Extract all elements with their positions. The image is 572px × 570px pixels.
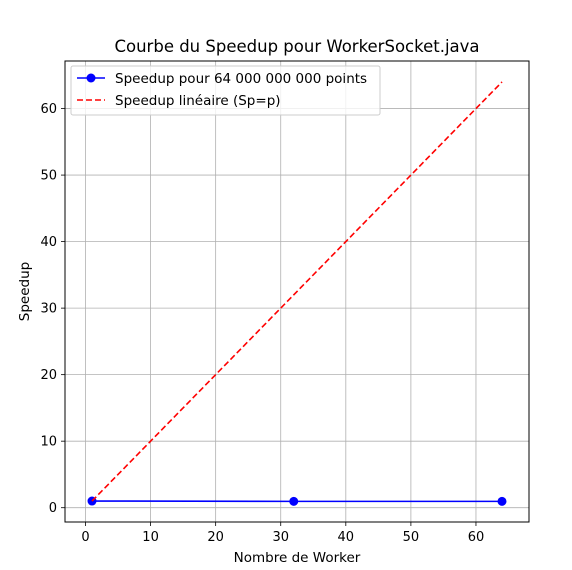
y-tick-label-30: 30 bbox=[40, 302, 57, 317]
ticks: 0 10 20 30 40 50 60 0 10 20 30 40 50 60 bbox=[40, 102, 484, 545]
legend: Speedup pour 64 000 000 000 points Speed… bbox=[70, 65, 381, 116]
x-tick-label-30: 30 bbox=[272, 530, 289, 545]
chart-title: Courbe du Speedup pour WorkerSocket.java bbox=[114, 37, 479, 56]
series-0-point-2 bbox=[497, 496, 507, 506]
y-tick-label-10: 10 bbox=[40, 435, 57, 450]
series-layer bbox=[87, 81, 507, 506]
series-line-1 bbox=[91, 81, 503, 502]
x-tick-label-60: 60 bbox=[468, 530, 485, 545]
legend-entry-linear: Speedup linéaire (Sp=p) bbox=[115, 93, 281, 109]
y-axis-label: Speedup bbox=[17, 262, 33, 321]
y-tick-label-0: 0 bbox=[49, 501, 57, 516]
y-tick-label-40: 40 bbox=[40, 235, 57, 250]
x-tick-label-10: 10 bbox=[142, 530, 159, 545]
plot-frame bbox=[64, 60, 530, 523]
x-tick-label-20: 20 bbox=[207, 530, 224, 545]
legend-marker-speedup bbox=[86, 73, 96, 83]
x-tick-label-40: 40 bbox=[338, 530, 355, 545]
y-tick-label-50: 50 bbox=[40, 169, 57, 184]
x-axis-label: Nombre de Worker bbox=[234, 550, 361, 566]
x-tick-label-0: 0 bbox=[81, 530, 89, 545]
legend-box bbox=[70, 65, 381, 116]
series-0-point-1 bbox=[289, 496, 299, 506]
x-tick-label-50: 50 bbox=[403, 530, 420, 545]
y-tick-label-20: 20 bbox=[40, 368, 57, 383]
legend-entry-speedup: Speedup pour 64 000 000 000 points bbox=[115, 71, 367, 87]
y-tick-label-60: 60 bbox=[40, 102, 57, 117]
